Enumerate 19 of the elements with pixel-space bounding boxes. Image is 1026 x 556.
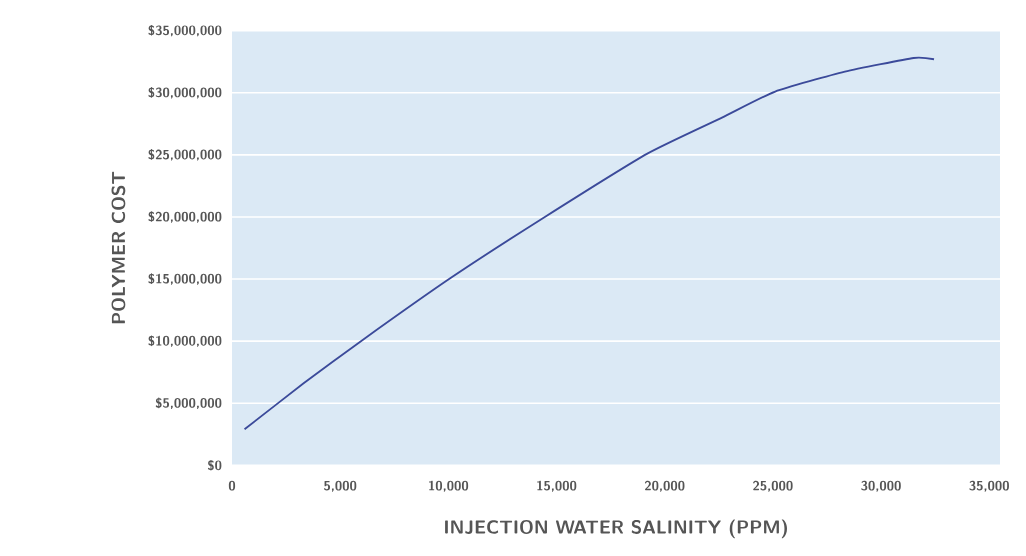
x-axis-title: INJECTION WATER SALINITY (PPM) [445,519,787,539]
x-tick-label: 25,000 [753,480,793,492]
x-tick-label: 5,000 [323,480,357,492]
y-tick-label: $35,000,000 [148,24,222,37]
x-tick-label: 35,000 [969,480,1009,492]
y-axis-title: POLYMER COST [111,171,126,324]
x-tick-label: 10,000 [428,480,469,492]
x-tick-label: 0 [228,480,236,491]
y-tick-label: $10,000,000 [148,335,222,347]
y-tick-label: $0 [207,459,222,471]
y-tick-label: $15,000,000 [148,273,222,285]
x-tick-label: 20,000 [644,480,685,492]
line-series [243,56,935,431]
y-tick-label: $25,000,000 [148,149,222,161]
y-tick-label: $20,000,000 [148,211,222,223]
x-tick-label: 30,000 [861,480,901,492]
x-tick-label: 15,000 [537,480,577,492]
y-tick-label: $5,000,000 [155,397,222,409]
y-tick-label: $30,000,000 [148,87,222,99]
